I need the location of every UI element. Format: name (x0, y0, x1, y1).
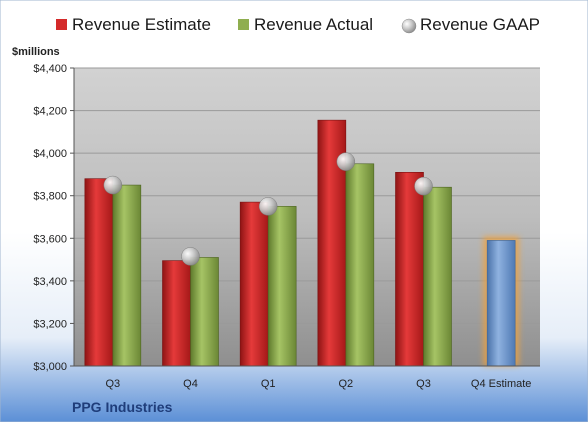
legend-label-revenue-estimate: Revenue Estimate (72, 15, 211, 34)
bar-revenue-actual-q2 (345, 163, 375, 367)
y-tick-label: $4,200 (33, 106, 67, 118)
legend-swatch-revenue-estimate (56, 19, 67, 30)
y-axis: $3,000 $3,200 $3,400 $3,600 $3,800 $4,000 $4,2… (33, 63, 75, 373)
y-tick-label: $4,000 (33, 148, 67, 160)
bar-revenue-estimate-q1 (239, 201, 269, 367)
y-tick-label: $3,200 (33, 318, 67, 330)
x-tick-label: Q4 (183, 378, 198, 390)
bar-revenue-actual-q3 (112, 184, 142, 367)
y-unit-label: $millions (12, 46, 60, 58)
legend-label-revenue-gaap: Revenue GAAP (420, 15, 540, 34)
bar-revenue-actual-q3 (423, 186, 452, 367)
legend-swatch-revenue-actual (238, 19, 249, 30)
legend: Revenue Estimate Revenue Actual Revenue … (56, 15, 540, 34)
plot-area (74, 68, 540, 366)
bar-revenue-actual-q4 (190, 257, 219, 367)
x-tick-label: Q3 (105, 378, 120, 390)
gaap-marker-q1 (258, 197, 278, 216)
gaap-marker-q3 (414, 176, 433, 196)
company-name: PPG Industries (72, 399, 173, 415)
legend-marker-revenue-gaap (401, 18, 417, 34)
x-tick-label: Q1 (261, 378, 276, 390)
gaap-marker-q2 (336, 152, 356, 171)
bar-forecast-q4-estimate (486, 240, 516, 367)
bars (84, 119, 520, 367)
gaap-marker-q4 (181, 247, 200, 266)
y-tick-label: $3,000 (33, 361, 67, 373)
y-tick-label: $3,400 (33, 276, 67, 288)
gaap-markers (103, 152, 433, 266)
y-tick-label: $3,600 (33, 233, 67, 245)
bar-revenue-actual-q1 (267, 206, 297, 367)
legend-label-revenue-actual: Revenue Actual (254, 15, 373, 34)
x-tick-label: Q4 Estimate (471, 378, 532, 390)
x-axis: Q3 Q4 Q1 Q2 Q3 Q4 Estimate (74, 365, 540, 390)
bar-revenue-estimate-q4 (162, 260, 191, 367)
bar-revenue-estimate-q3 (395, 172, 424, 367)
x-tick-label: Q3 (416, 378, 431, 390)
gaap-marker-q3 (103, 175, 123, 195)
y-tick-label: $3,800 (33, 191, 67, 203)
y-tick-label: $4,400 (33, 63, 67, 75)
x-tick-label: Q2 (338, 378, 353, 390)
bar-revenue-estimate-q3 (84, 178, 114, 367)
